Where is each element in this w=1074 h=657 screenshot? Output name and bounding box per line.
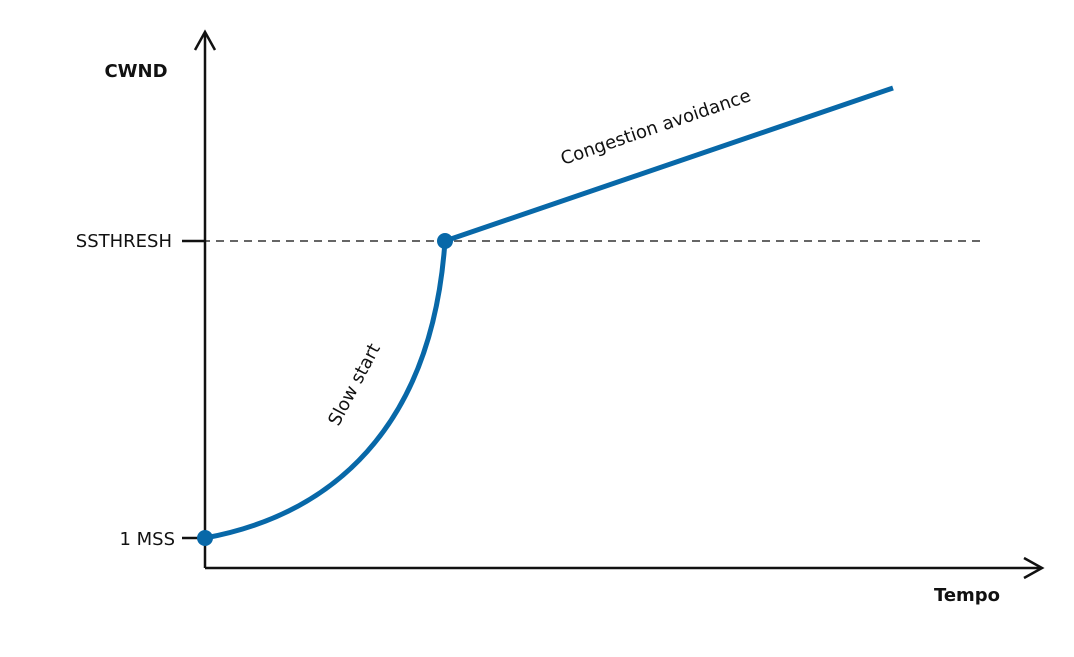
point — [437, 233, 453, 249]
x-axis-arrow — [1023, 556, 1045, 580]
y-tick-label: 1 MSS — [119, 529, 175, 550]
cwnd-curve — [204, 85, 894, 541]
y-tick-label: SSTHRESH — [76, 231, 172, 252]
x-axis-label: Tempo — [934, 585, 1000, 606]
y-axis-arrow — [193, 29, 217, 51]
y-axis-label: CWND — [104, 61, 167, 82]
point — [197, 530, 213, 546]
